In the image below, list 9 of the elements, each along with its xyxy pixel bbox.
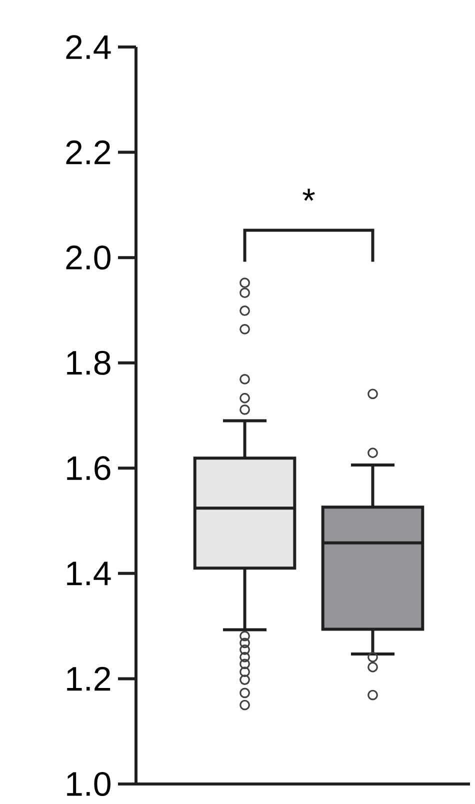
y-tick-label: 1.6 — [67, 456, 110, 480]
y-tick-label: 2.0 — [66, 246, 110, 270]
y-tick-label: 1.2 — [67, 666, 110, 691]
y-tick-label: 1.0 — [67, 772, 110, 796]
y-tick-label: 2.4 — [66, 35, 111, 59]
y-tick-label: 1.8 — [67, 350, 110, 375]
annotation: * — [302, 188, 315, 201]
y-tick-label: 1.4 — [67, 562, 111, 586]
y-tick-label: 2.2 — [66, 140, 110, 164]
